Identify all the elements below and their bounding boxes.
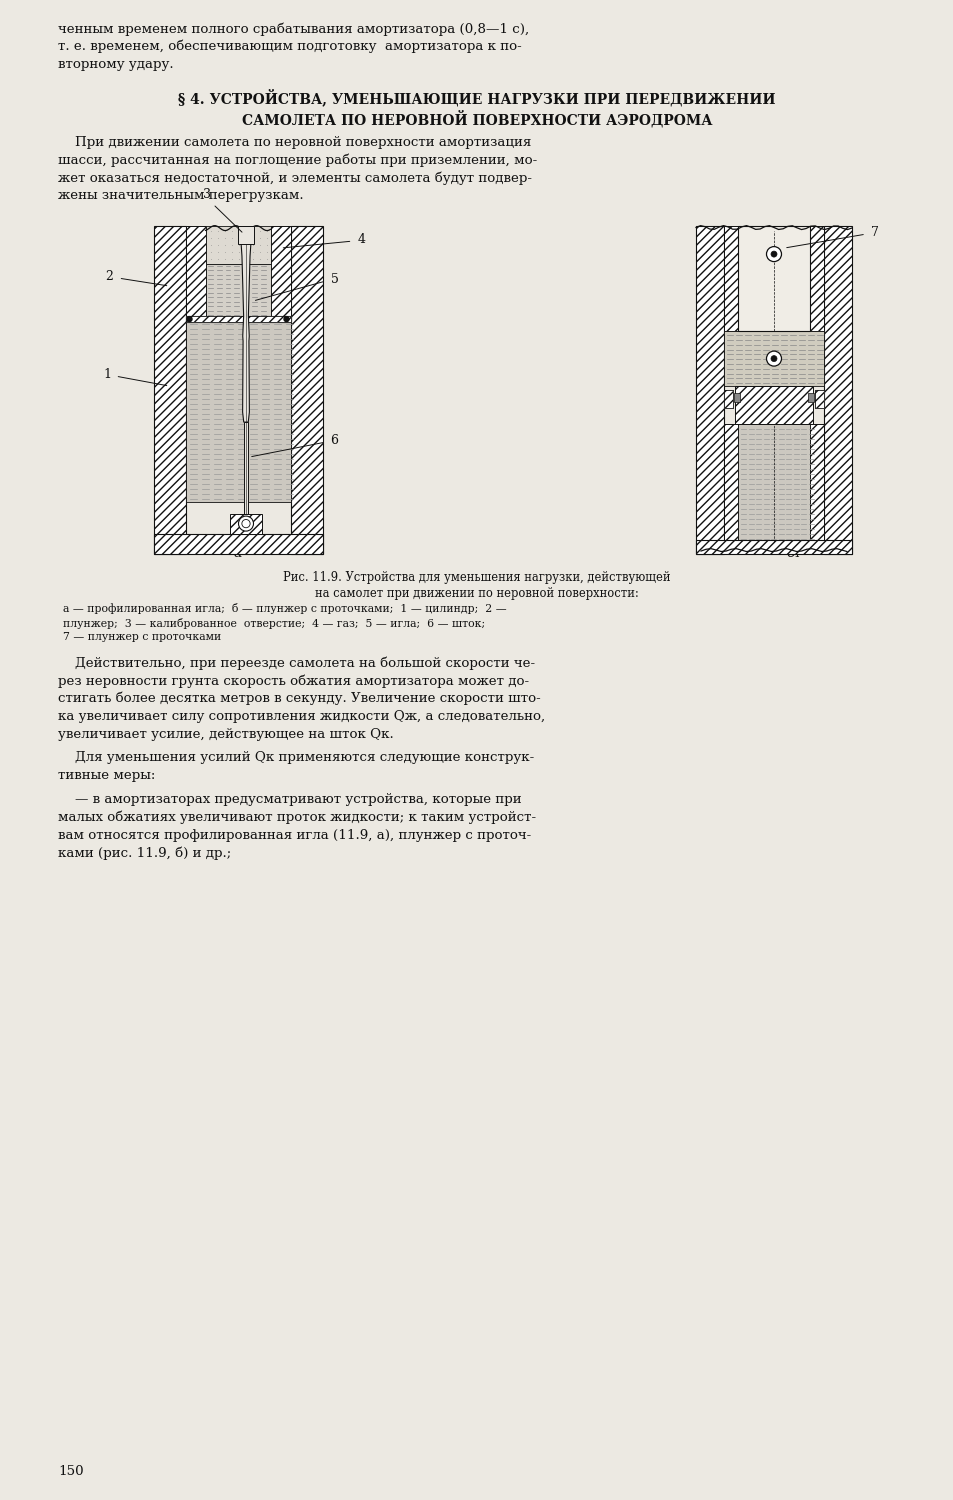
Bar <box>271 226 291 316</box>
Bar <box>153 534 322 554</box>
Bar <box>809 424 823 542</box>
Circle shape <box>765 351 781 366</box>
Text: При движении самолета по неровной поверхности амортизация: При движении самолета по неровной поверх… <box>58 136 531 148</box>
Text: вам относятся профилированная игла (11.9, а), плунжер с проточ-: вам относятся профилированная игла (11.9… <box>58 828 531 842</box>
Text: 150: 150 <box>58 1466 84 1478</box>
Bar <box>734 386 812 424</box>
Bar <box>244 422 248 514</box>
Bar <box>738 226 809 332</box>
Text: САМОЛЕТА ПО НЕРОВНОЙ ПОВЕРХНОСТИ АЭРОДРОМА: САМОЛЕТА ПО НЕРОВНОЙ ПОВЕРХНОСТИ АЭРОДРО… <box>241 110 712 128</box>
Text: 6: 6 <box>330 433 338 447</box>
Text: Действительно, при переезде самолета на большой скорости че-: Действительно, при переезде самолета на … <box>58 657 535 670</box>
Bar <box>185 316 291 322</box>
Bar <box>205 264 271 318</box>
Circle shape <box>238 516 253 531</box>
Text: ками (рис. 11.9, б) и др.;: ками (рис. 11.9, б) и др.; <box>58 846 231 859</box>
Bar <box>205 226 271 264</box>
Text: 4: 4 <box>357 232 365 246</box>
Text: малых обжатиях увеличивают проток жидкости; к таким устройст-: малых обжатиях увеличивают проток жидкос… <box>58 810 536 824</box>
Circle shape <box>284 316 289 321</box>
Bar <box>153 226 185 554</box>
Text: т. е. временем, обеспечивающим подготовку  амортизатора к по-: т. е. временем, обеспечивающим подготовк… <box>58 40 521 54</box>
Circle shape <box>187 316 192 321</box>
Bar <box>153 534 322 554</box>
Text: 3: 3 <box>203 188 211 201</box>
Bar <box>809 226 823 332</box>
Text: 2: 2 <box>106 270 113 282</box>
Text: 1: 1 <box>103 368 112 381</box>
Circle shape <box>770 251 776 257</box>
Bar <box>815 390 823 408</box>
Text: б₁: б₁ <box>786 546 801 560</box>
Bar <box>230 513 262 534</box>
Polygon shape <box>241 234 251 422</box>
Bar <box>723 424 738 542</box>
Bar <box>723 226 738 332</box>
Bar <box>696 226 723 554</box>
Bar <box>723 390 732 408</box>
Bar <box>185 316 291 322</box>
Text: а: а <box>233 546 242 560</box>
Text: 7 — плунжер с проточками: 7 — плунжер с проточками <box>63 633 221 642</box>
Text: Рис. 11.9. Устройства для уменьшения нагрузки, действующей: Рис. 11.9. Устройства для уменьшения наг… <box>283 572 670 584</box>
Bar <box>734 386 812 424</box>
Bar <box>807 393 814 402</box>
Bar <box>185 226 205 316</box>
Bar <box>809 226 823 332</box>
Text: Для уменьшения усилий Qк применяются следующие конструк-: Для уменьшения усилий Qк применяются сле… <box>58 752 534 765</box>
Text: 7: 7 <box>870 225 878 238</box>
Bar <box>230 513 262 534</box>
Text: стигать более десятка метров в секунду. Увеличение скорости што-: стигать более десятка метров в секунду. … <box>58 692 540 705</box>
Bar <box>723 390 732 408</box>
Bar <box>823 226 851 554</box>
Text: шасси, рассчитанная на поглощение работы при приземлении, мо-: шасси, рассчитанная на поглощение работы… <box>58 153 537 166</box>
Text: а — профилированная игла;  б — плунжер с проточками;  1 — цилиндр;  2 —: а — профилированная игла; б — плунжер с … <box>63 603 506 613</box>
Bar <box>696 226 723 554</box>
Text: — в амортизаторах предусматривают устройства, которые при: — в амортизаторах предусматривают устрой… <box>58 794 521 806</box>
Text: жет оказаться недостаточной, и элементы самолета будут подвер-: жет оказаться недостаточной, и элементы … <box>58 171 532 184</box>
Text: на самолет при движении по неровной поверхности:: на самолет при движении по неровной пове… <box>314 586 639 600</box>
Bar <box>237 226 253 244</box>
Text: плунжер;  3 — калиброванное  отверстие;  4 — газ;  5 — игла;  6 — шток;: плунжер; 3 — калиброванное отверстие; 4 … <box>63 618 485 628</box>
Text: рез неровности грунта скорость обжатия амортизатора может до-: рез неровности грунта скорость обжатия а… <box>58 674 529 687</box>
Circle shape <box>770 356 776 362</box>
Bar <box>733 393 739 402</box>
Bar <box>291 226 322 554</box>
Bar <box>185 316 291 322</box>
Bar <box>696 540 851 554</box>
Bar <box>696 540 851 554</box>
Bar <box>738 424 809 542</box>
Circle shape <box>765 246 781 261</box>
Text: вторному удару.: вторному удару. <box>58 57 173 70</box>
Text: § 4. УСТРОЙСТВА, УМЕНЬШАЮЩИЕ НАГРУЗКИ ПРИ ПЕРЕДВИЖЕНИИ: § 4. УСТРОЙСТВА, УМЕНЬШАЮЩИЕ НАГРУЗКИ ПР… <box>178 88 775 106</box>
Bar <box>185 226 205 316</box>
Text: увеличивает усилие, действующее на шток Qк.: увеличивает усилие, действующее на шток … <box>58 728 394 741</box>
Bar <box>723 226 738 332</box>
Text: 5: 5 <box>330 273 338 285</box>
Bar <box>153 226 185 554</box>
Bar <box>823 226 851 554</box>
Bar <box>723 390 732 408</box>
Text: ка увеличивает силу сопротивления жидкости Qж, а следовательно,: ка увеличивает силу сопротивления жидкос… <box>58 710 545 723</box>
Bar <box>815 390 823 408</box>
Bar <box>271 226 291 316</box>
Text: тивные меры:: тивные меры: <box>58 770 155 782</box>
Bar <box>723 332 823 386</box>
Text: ченным временем полного срабатывания амортизатора (0,8—1 с),: ченным временем полного срабатывания амо… <box>58 22 529 36</box>
Bar <box>723 424 738 542</box>
Bar <box>291 226 322 554</box>
Text: жены значительным перегрузкам.: жены значительным перегрузкам. <box>58 189 303 202</box>
Bar <box>809 424 823 542</box>
Bar <box>815 390 823 408</box>
Bar <box>185 322 291 502</box>
